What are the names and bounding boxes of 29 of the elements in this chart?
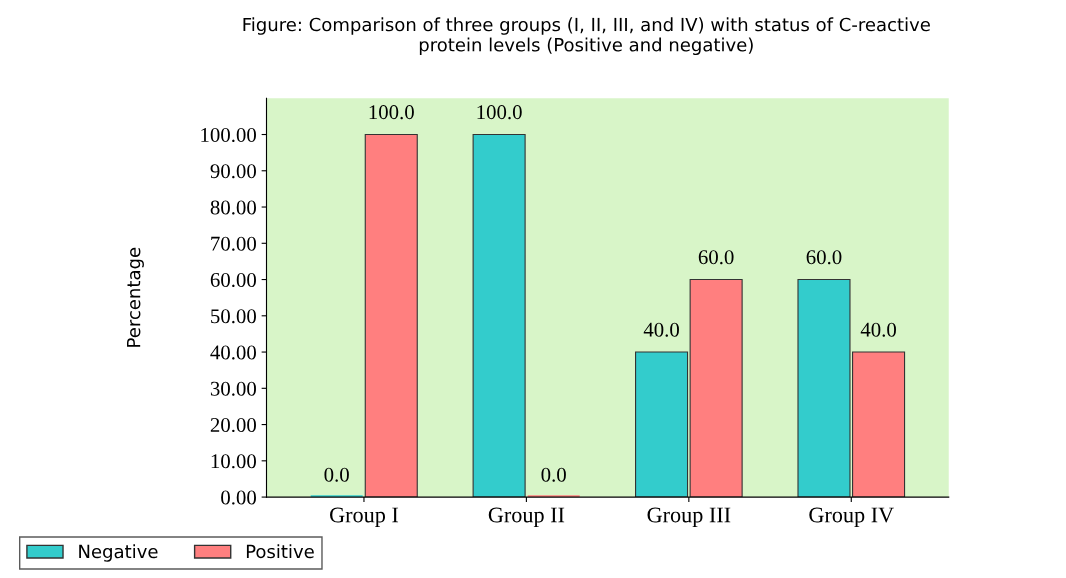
- x-tick-label: Group II: [488, 507, 565, 527]
- data-label: 40.0: [860, 322, 896, 337]
- y-tick-label: 100.00: [201, 127, 256, 143]
- y-tick-label: 20.00: [210, 417, 256, 433]
- y-tick-label: 70.00: [211, 236, 256, 251]
- bar: [472, 133, 526, 498]
- y-tick-label: 50.00: [211, 309, 256, 324]
- legend-label: Positive: [246, 544, 314, 559]
- data-label: 60.0: [698, 250, 734, 265]
- y-tick-label: 10.00: [211, 454, 256, 469]
- data-label: 60.0: [806, 250, 842, 265]
- x-tick-label: Group I: [330, 507, 399, 527]
- legend-label: Negative: [79, 544, 158, 562]
- data-label: 0.0: [324, 467, 349, 482]
- data-label: 100.0: [369, 105, 414, 120]
- data-label: 40.0: [643, 322, 679, 337]
- y-tick-label: 30.00: [210, 381, 256, 396]
- data-label: 0.0: [541, 467, 566, 482]
- data-label: 100.0: [477, 105, 522, 120]
- chart-title: Figure: Comparison of three groups (I, II, III, and IV) with status of C-reactive protein levels (Positive and negative): [243, 17, 930, 56]
- y-tick-label: 40.00: [210, 345, 256, 360]
- bar: [364, 133, 418, 498]
- y-tick-label: 90.00: [210, 164, 256, 179]
- y-tick-label: 0.00: [221, 490, 256, 505]
- y-axis-title: Percentage: [127, 247, 144, 347]
- y-tick-label: 60.00: [210, 272, 256, 288]
- x-tick-label: Group IV: [809, 507, 894, 527]
- x-tick-label: Group III: [647, 507, 731, 527]
- y-tick-label: 80.00: [210, 200, 256, 215]
